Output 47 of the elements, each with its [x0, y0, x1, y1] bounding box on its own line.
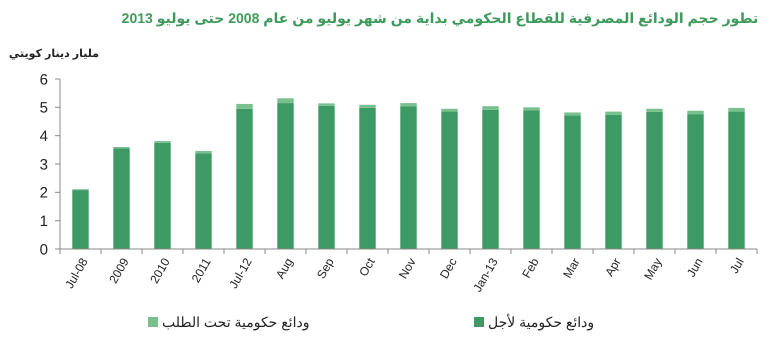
bar — [564, 116, 581, 249]
bar — [523, 107, 540, 110]
bar — [400, 106, 417, 249]
bar — [277, 103, 294, 249]
y-tick-label: 0 — [40, 241, 48, 258]
bar — [605, 114, 622, 249]
bar — [441, 112, 458, 249]
bar — [72, 190, 89, 249]
bar — [564, 112, 581, 116]
y-axis-title: مليار دينار كويتي — [8, 48, 100, 60]
x-tick-label: Jul — [726, 256, 747, 276]
bar — [605, 112, 622, 115]
x-tick-label: Mar — [560, 256, 583, 280]
x-tick-label: Jun — [684, 256, 706, 280]
bar — [687, 114, 704, 249]
y-tick-label: 6 — [40, 71, 48, 88]
y-tick-label: 4 — [40, 128, 48, 145]
bar — [318, 106, 335, 249]
y-tick-label: 1 — [40, 212, 48, 230]
bar — [318, 103, 335, 106]
bar — [687, 110, 704, 114]
bar — [400, 103, 417, 106]
bar — [482, 110, 499, 249]
legend-label: ودائع حكومية تحت الطلب — [162, 314, 310, 331]
chart-title: تطور حجم الودائع المصرفية للقطاع الحكومي بداية من شهر يوليو من عام 2008 حتى يوليو 2013 — [122, 10, 758, 27]
x-tick-label: Oct — [356, 255, 378, 279]
bar — [277, 98, 294, 104]
bar — [359, 108, 376, 249]
y-tick-label: 2 — [40, 184, 48, 202]
bar — [113, 148, 130, 249]
x-tick-label: Apr — [602, 256, 624, 279]
bar — [154, 142, 171, 249]
bar — [728, 112, 745, 249]
bar — [646, 112, 663, 249]
bar — [236, 108, 253, 249]
legend-label: ودائع حكومية لأجل — [488, 312, 594, 331]
bar — [523, 110, 540, 249]
y-tick-label: 3 — [40, 156, 48, 174]
x-tick-label: Sep — [314, 255, 337, 282]
bar — [646, 108, 663, 112]
bar — [195, 153, 212, 249]
x-tick-label: Feb — [519, 255, 542, 281]
bar — [236, 104, 253, 109]
y-tick-label: 5 — [40, 100, 48, 117]
bar — [482, 106, 499, 110]
bar — [359, 104, 376, 108]
bar — [728, 108, 745, 112]
